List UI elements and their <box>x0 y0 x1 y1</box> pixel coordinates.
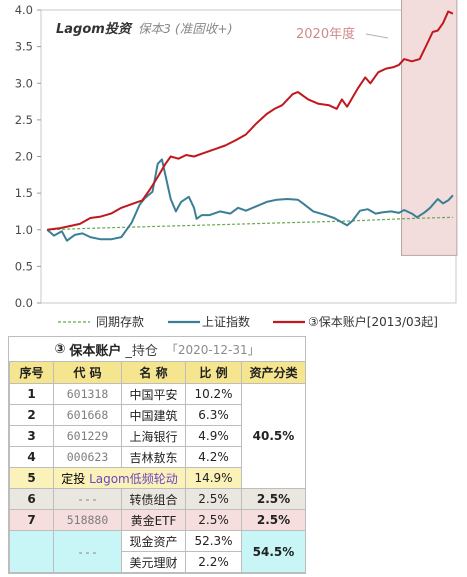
series-line-deposit <box>47 216 453 231</box>
alloc-equity: 40.5% <box>241 383 306 489</box>
row-name: 转债组合 <box>121 488 186 510</box>
holdings-label: _持仓 <box>125 343 158 359</box>
row-name: Lagom低频轮动 <box>89 471 178 486</box>
y-tick-label: 4.0 <box>15 3 33 17</box>
y-tick-label: 2.5 <box>15 113 33 127</box>
row-ratio: 4.2% <box>185 446 242 468</box>
table-header-row: 序号 代 码 名 称 比 例 资产分类 <box>9 361 306 384</box>
row-ratio: 2.5% <box>185 509 242 531</box>
row-seq: 5 <box>9 467 54 489</box>
holdings-table: 序号 代 码 名 称 比 例 资产分类 1 601318 中国平安 10.2% … <box>9 361 306 573</box>
header-alloc: 资产分类 <box>241 361 306 384</box>
annotation-2020: 2020年度 <box>296 26 355 42</box>
table-row: 美元理财 2.2% <box>10 551 306 573</box>
row-ratio: 4.9% <box>185 425 242 447</box>
row-ratio: 2.2% <box>185 551 242 573</box>
row-alloc: 2.5% <box>241 509 306 531</box>
performance-chart: 0.0 0.5 1.0 1.5 2.0 2.5 3.0 3.5 4.0 2020年度 Lagom投资… <box>15 0 458 329</box>
row-ratio: 6.3% <box>185 404 242 426</box>
row-name: 美元理财 <box>121 551 186 573</box>
row-code: 000623 <box>53 446 122 468</box>
chart-title-brand: Lagom投资 <box>56 21 133 37</box>
chart-title-sub: 保本3 (准固收+) <box>138 21 233 36</box>
table-row: 7 518880 黄金ETF 2.5% 2.5% <box>9 509 306 531</box>
account-name: 保本账户 <box>69 343 122 359</box>
row-seq <box>9 530 54 573</box>
chart-svg: 0.0 0.5 1.0 1.5 2.0 2.5 3.0 3.5 4.0 2020年度 Lagom投资… <box>15 0 458 329</box>
row-seq: 7 <box>9 509 54 531</box>
series-line-shindex <box>46 158 454 242</box>
row-code: 518880 <box>53 509 122 531</box>
row-seq: 4 <box>9 446 54 468</box>
row-name: 中国平安 <box>121 383 186 405</box>
row-lagom-strategy: 定投 Lagom低频轮动 <box>53 467 186 489</box>
alloc-cash: 54.5% <box>241 530 306 573</box>
header-ratio: 比 例 <box>185 361 242 384</box>
row-code: 601318 <box>53 383 122 405</box>
row-name: 吉林敖东 <box>121 446 186 468</box>
header-name: 名 称 <box>121 361 186 384</box>
table-row: 1 601318 中国平安 10.2% 40.5% <box>9 383 306 489</box>
table-row: 6 --- 转债组合 2.5% 2.5% <box>9 488 306 510</box>
row-ratio: 52.3% <box>185 530 242 552</box>
y-tick-label: 0.0 <box>15 296 33 310</box>
holdings-panel: ③ 保本账户 _持仓 「2020-12-31」 序号 代 码 名 称 比 例 资… <box>8 336 306 574</box>
plot-area <box>40 9 457 304</box>
legend-label-deposit: 同期存款 <box>96 315 144 329</box>
y-tick-label: 3.5 <box>15 40 33 54</box>
header-code: 代 码 <box>53 361 122 384</box>
row-seq: 6 <box>9 488 54 510</box>
holdings-date: 「2020-12-31」 <box>165 342 260 357</box>
table-row: 4 000623 吉林敖东 4.2% <box>9 446 306 468</box>
row-lead: 定投 <box>61 471 86 486</box>
y-tick-label: 3.0 <box>15 76 33 90</box>
row-alloc: 2.5% <box>241 488 306 510</box>
row-name: 上海银行 <box>121 425 186 447</box>
row-seq: 2 <box>9 404 54 426</box>
row-code: 601668 <box>53 404 122 426</box>
row-name: 黄金ETF <box>121 509 186 531</box>
annotation-connector <box>365 33 389 39</box>
legend-label-shindex: 上证指数 <box>202 314 250 329</box>
series-line-account <box>47 10 454 231</box>
y-tick-label: 1.5 <box>15 186 33 200</box>
y-tick-label: 1.0 <box>15 223 33 237</box>
table-row: 5 定投 Lagom低频轮动 14.9% <box>9 467 306 489</box>
row-ratio: 10.2% <box>185 383 242 405</box>
row-ratio: 2.5% <box>185 488 242 510</box>
row-name: 现金资产 <box>121 530 186 552</box>
table-row: 2 601668 中国建筑 6.3% <box>9 404 306 426</box>
row-code: --- <box>53 530 122 573</box>
row-seq: 3 <box>9 425 54 447</box>
table-row: --- 现金资产 52.3% 54.5% <box>9 530 306 573</box>
y-tick-label: 2.0 <box>15 150 33 164</box>
header-seq: 序号 <box>9 361 54 384</box>
row-ratio: 14.9% <box>185 467 242 489</box>
row-code: 601229 <box>53 425 122 447</box>
row-name: 中国建筑 <box>121 404 186 426</box>
holdings-title: ③ 保本账户 _持仓 「2020-12-31」 <box>9 337 305 361</box>
y-tick-label: 0.5 <box>15 259 33 273</box>
row-seq: 1 <box>9 383 54 405</box>
row-code: --- <box>53 488 122 510</box>
account-number: ③ <box>54 341 66 357</box>
legend-label-account: ③保本账户[2013/03起] <box>308 314 438 329</box>
